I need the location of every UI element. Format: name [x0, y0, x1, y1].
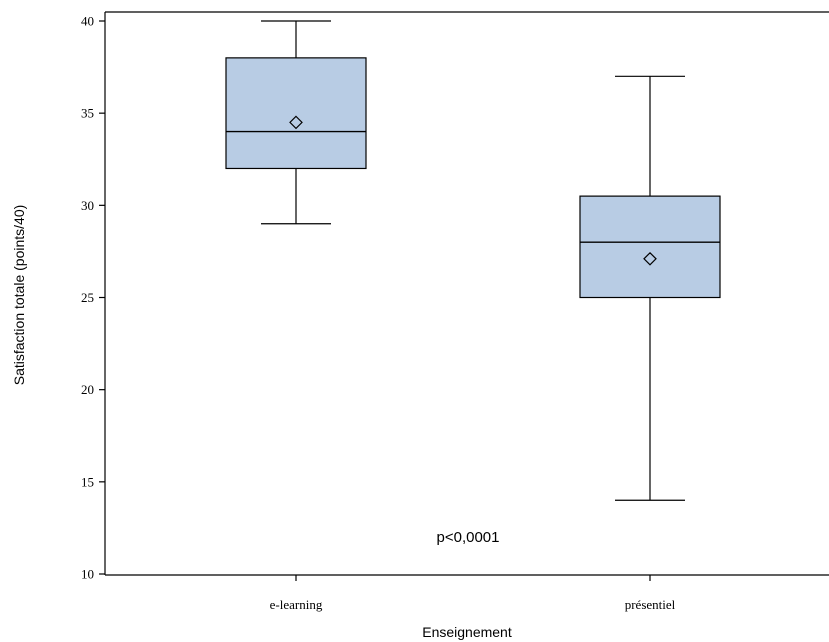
iqr-box	[225, 57, 367, 170]
y-tick-label: 25	[81, 290, 94, 305]
x-tick-label: présentiel	[625, 597, 676, 612]
y-tick-label: 15	[81, 474, 94, 489]
x-tick-label: e-learning	[270, 597, 323, 612]
box-group	[225, 20, 367, 225]
y-tick-label: 10	[81, 567, 94, 582]
y-axis-title: Satisfaction totale (points/40)	[11, 205, 27, 386]
iqr-box	[579, 195, 721, 299]
box-group	[579, 75, 721, 501]
p-value-annotation: p<0,0001	[437, 529, 500, 546]
y-tick-label: 40	[81, 14, 94, 29]
mean-marker	[643, 251, 657, 266]
x-axis-ticks: e-learning présentiel	[270, 575, 676, 612]
y-tick-label: 20	[81, 382, 94, 397]
y-axis-ticks: 10 15 20 25 30 35 40	[81, 14, 105, 582]
plot-area	[104, 11, 829, 576]
x-axis-title: Enseignement	[422, 624, 512, 640]
mean-marker	[289, 115, 303, 130]
y-tick-label: 35	[81, 106, 94, 121]
y-tick-label: 30	[81, 198, 94, 213]
boxes-layer	[225, 20, 721, 501]
